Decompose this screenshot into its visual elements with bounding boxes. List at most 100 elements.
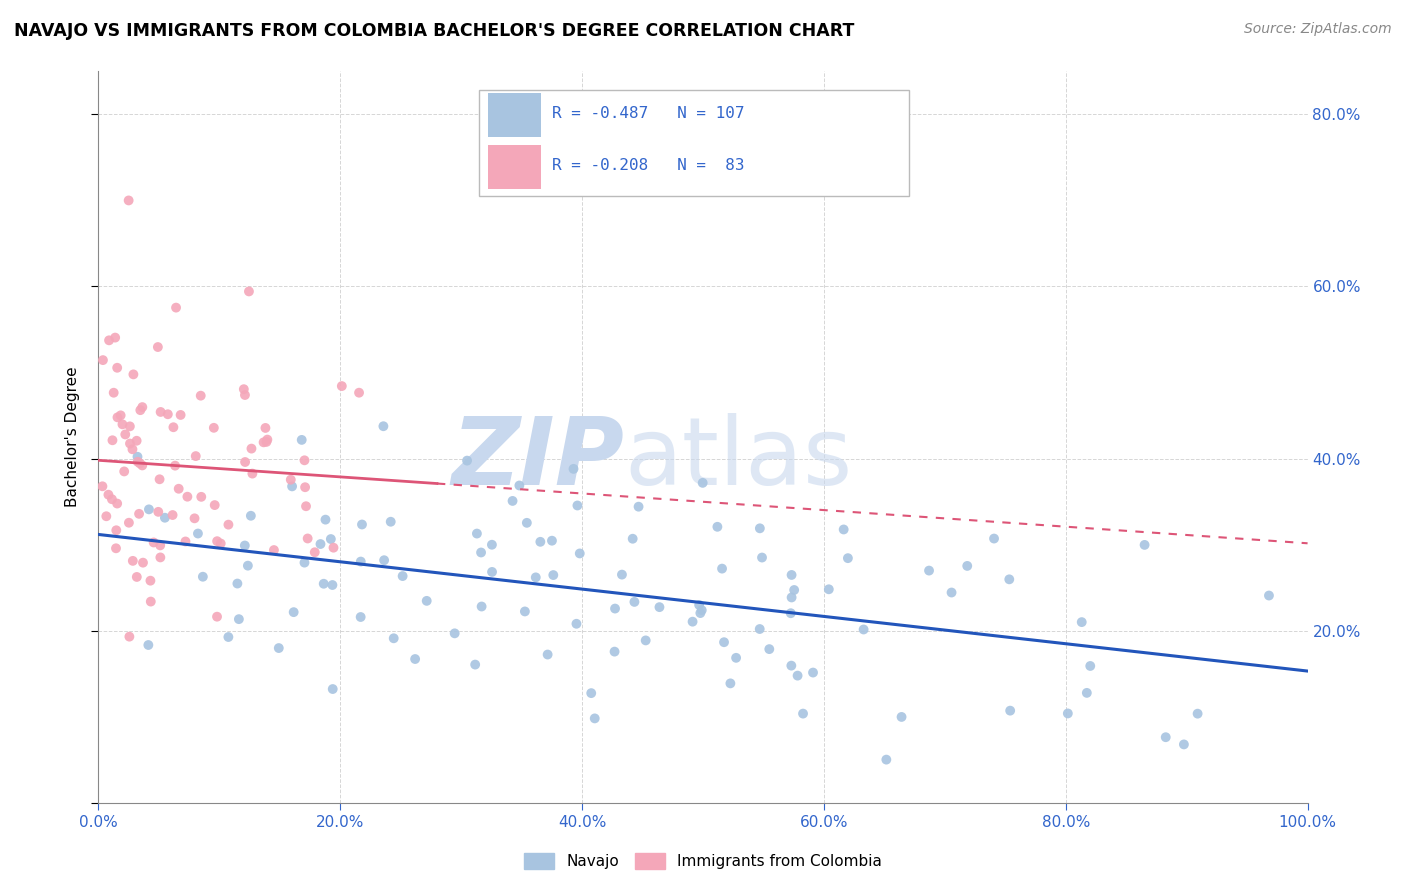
Point [256, 434, 278, 449]
Point [128, 507, 150, 521]
Point [153, 510, 176, 524]
Point [294, 453, 316, 467]
Point [706, 520, 728, 534]
Point [131, 458, 153, 473]
Point [481, 538, 503, 552]
Point [725, 650, 748, 665]
Point [713, 635, 735, 649]
Point [217, 517, 239, 532]
Point [184, 449, 207, 463]
Point [101, 434, 124, 448]
Point [516, 516, 538, 530]
Point [148, 505, 170, 519]
Point [169, 408, 191, 422]
Point [623, 595, 645, 609]
Point [748, 622, 770, 636]
Point [837, 551, 859, 566]
Point [202, 421, 225, 435]
Point [96, 509, 118, 524]
Point [634, 633, 657, 648]
Point [603, 601, 626, 615]
Point [110, 409, 132, 423]
Point [481, 565, 503, 579]
Point [792, 706, 814, 721]
Point [114, 427, 136, 442]
Point [321, 578, 343, 592]
Point [502, 494, 524, 508]
Point [107, 410, 129, 425]
Point [312, 576, 335, 591]
Point [291, 433, 314, 447]
Point [801, 665, 824, 680]
Point [1154, 730, 1177, 744]
Point [297, 532, 319, 546]
Point [238, 285, 260, 299]
Point [373, 553, 395, 567]
Point [122, 368, 145, 382]
Point [139, 594, 162, 608]
Point [567, 499, 589, 513]
Point [187, 526, 209, 541]
Point [443, 626, 465, 640]
Point [162, 508, 184, 522]
Point [610, 567, 633, 582]
Point [758, 642, 780, 657]
Point [718, 676, 741, 690]
Point [142, 535, 165, 549]
Point [583, 711, 606, 725]
Point [524, 570, 547, 584]
Point [380, 515, 402, 529]
Point [91, 479, 114, 493]
Point [91, 353, 114, 368]
Point [127, 455, 149, 469]
Point [780, 658, 803, 673]
Point [156, 407, 179, 421]
Point [149, 538, 172, 552]
Point [105, 497, 128, 511]
Point [205, 534, 228, 549]
Point [128, 456, 150, 470]
Point [391, 569, 413, 583]
Text: R = -0.487   N = 107: R = -0.487 N = 107 [551, 106, 744, 121]
Point [314, 513, 336, 527]
Point [832, 523, 855, 537]
Point [165, 458, 187, 473]
Point [983, 532, 1005, 546]
Point [322, 541, 344, 555]
Point [281, 479, 304, 493]
Point [568, 546, 591, 560]
Point [852, 623, 875, 637]
Point [204, 498, 226, 512]
Point [121, 554, 143, 568]
Point [817, 582, 839, 597]
Point [688, 598, 710, 612]
Point [350, 610, 373, 624]
Point [242, 467, 264, 481]
Point [176, 490, 198, 504]
Point [205, 609, 228, 624]
Point [956, 558, 979, 573]
Point [648, 600, 671, 615]
Point [125, 434, 148, 448]
Point [256, 433, 278, 447]
Point [105, 523, 128, 537]
Point [464, 657, 486, 672]
Point [121, 442, 143, 457]
Point [294, 480, 316, 494]
Point [138, 502, 160, 516]
Point [711, 561, 734, 575]
Point [138, 638, 160, 652]
Point [283, 605, 305, 619]
Point [543, 568, 565, 582]
Point [689, 606, 711, 620]
Point [263, 543, 285, 558]
Point [627, 500, 650, 514]
Point [415, 594, 437, 608]
Point [780, 568, 803, 582]
Point [309, 537, 332, 551]
Point [183, 511, 205, 525]
Point [97, 488, 120, 502]
Point [236, 558, 259, 573]
Point [875, 753, 897, 767]
Point [233, 388, 256, 402]
